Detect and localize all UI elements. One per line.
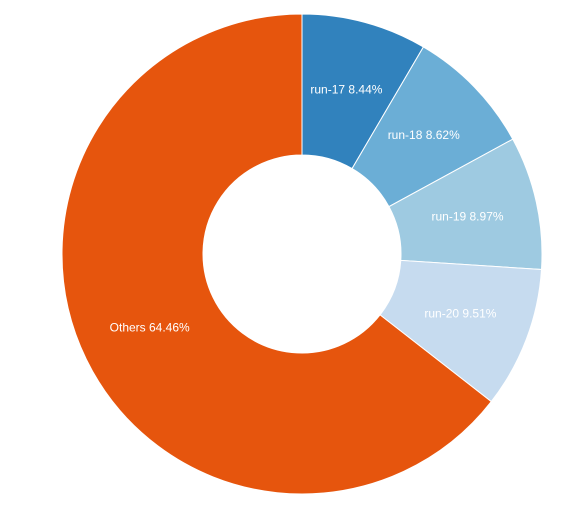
slice-label-run-17: run-17 8.44% xyxy=(310,83,382,97)
slice-others xyxy=(61,13,492,495)
slices-layer xyxy=(61,13,543,495)
slice-label-run-18: run-18 8.62% xyxy=(388,128,460,142)
slice-label-others: Others 64.46% xyxy=(110,321,190,335)
slice-label-run-19: run-19 8.97% xyxy=(431,210,503,224)
slice-label-run-20: run-20 9.51% xyxy=(424,306,496,320)
labels-layer: run-17 8.44% run-18 8.62% run-19 8.97% run-… xyxy=(110,83,504,335)
